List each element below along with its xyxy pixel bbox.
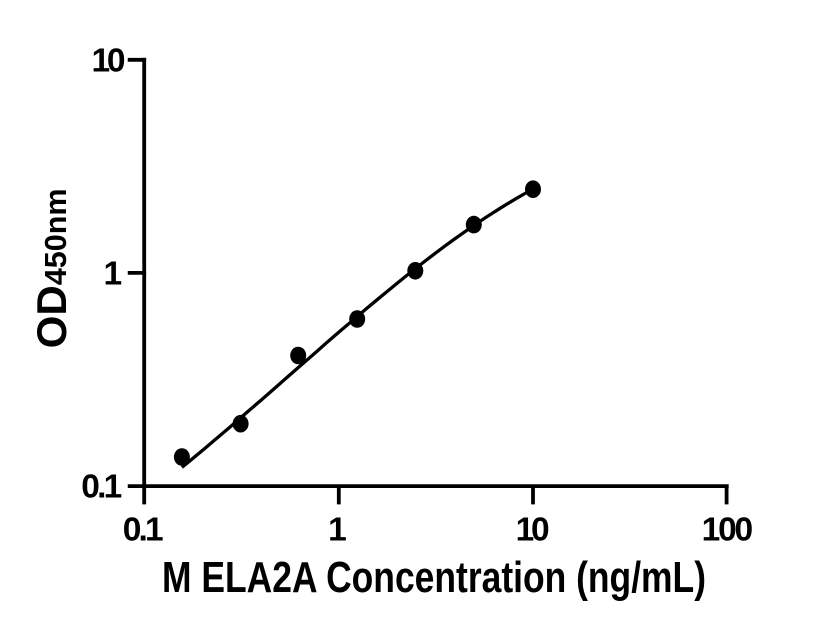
svg-text:M ELA2A Concentration (ng/mL): M ELA2A Concentration (ng/mL) [162, 554, 706, 602]
svg-text:100: 100 [702, 511, 754, 548]
svg-text:1: 1 [328, 511, 347, 548]
svg-text:0.1: 0.1 [81, 469, 122, 506]
svg-text:OD450nm: OD450nm [28, 188, 75, 348]
svg-text:1: 1 [104, 255, 123, 292]
svg-text:10: 10 [516, 511, 550, 548]
svg-text:10: 10 [92, 42, 126, 79]
svg-text:0.1: 0.1 [123, 511, 164, 548]
